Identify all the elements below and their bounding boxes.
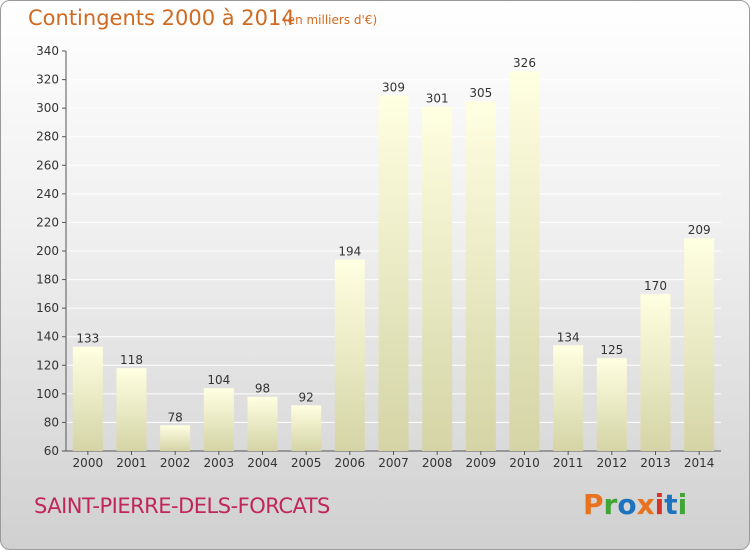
x-tick-label: 2014 [684,456,715,470]
value-label: 118 [120,353,143,367]
y-tick-label: 260 [36,158,59,172]
bar-2005[interactable] [291,405,322,451]
y-tick-label: 320 [36,73,59,87]
value-label: 309 [382,80,405,94]
value-label: 170 [644,279,667,293]
bar-2000[interactable] [72,346,103,451]
x-tick-label: 2006 [335,456,366,470]
chart-title: Contingents 2000 à 2014 [28,6,295,30]
bar-2006[interactable] [334,259,365,451]
value-label: 134 [557,330,580,344]
logo-letter: i [677,488,688,521]
logo-letter: t [664,488,678,521]
y-tick-label: 200 [36,244,59,258]
x-tick-label: 2007 [378,456,409,470]
bar-2003[interactable] [203,388,234,451]
bar-2012[interactable] [596,358,627,451]
y-tick-label: 80 [44,415,59,429]
bar-2008[interactable] [422,106,453,451]
bar-2010[interactable] [509,71,540,451]
value-labels: 133 118 78 104 98 92 194 309 301 305 326 134 125 170 2… [76,56,710,424]
bar-2011[interactable] [553,345,584,451]
x-tick-label: 2008 [422,456,453,470]
value-label: 98 [255,382,270,396]
x-tick-label: 2013 [640,456,671,470]
y-tick-label: 140 [36,330,59,344]
y-tick-label: 220 [36,215,59,229]
x-tick-label: 2003 [204,456,235,470]
x-tick-label: 2000 [73,456,104,470]
y-tick-label: 160 [36,301,59,315]
x-tick-label: 2009 [466,456,497,470]
y-tick-label: 100 [36,387,59,401]
x-tick-label: 2002 [160,456,191,470]
y-tick-label: 280 [36,130,59,144]
value-label: 92 [299,390,314,404]
bar-2013[interactable] [640,293,671,451]
x-tick-label: 2001 [116,456,147,470]
logo-letter: i [654,488,665,521]
logo-letter: x [636,488,655,521]
y-tick-label: 180 [36,273,59,287]
x-tick-label: 2012 [597,456,628,470]
y-tick-label: 240 [36,187,59,201]
bar-2004[interactable] [247,396,278,451]
x-tick-label: 2004 [247,456,278,470]
value-label: 125 [600,343,623,357]
bar-2009[interactable] [465,101,496,451]
x-tick-label: 2011 [553,456,584,470]
logo-letter: o [617,488,637,521]
y-tick-label: 60 [44,444,59,458]
value-label: 133 [76,332,99,346]
value-label: 78 [168,410,183,424]
value-label: 209 [688,223,711,237]
proxiti-logo[interactable]: Proxiti [583,488,687,521]
value-label: 305 [469,86,492,100]
x-tick-label: 2005 [291,456,322,470]
bar-2007[interactable] [378,95,409,452]
chart-unit: (en milliers d'€) [283,13,378,27]
logo-letter: r [603,488,618,521]
value-label: 301 [426,92,449,106]
value-label: 104 [207,373,230,387]
y-tick-label: 300 [36,101,59,115]
bar-2001[interactable] [116,368,147,451]
x-tick-label: 2010 [509,456,540,470]
bar-2014[interactable] [684,238,715,451]
bar-2002[interactable] [160,425,191,451]
bars [72,71,715,452]
y-tick-label: 340 [36,44,59,58]
logo-letter: P [583,488,604,521]
y-tick-label: 120 [36,358,59,372]
commune-name: SAINT-PIERRE-DELS-FORCATS [34,494,330,518]
value-label: 326 [513,56,536,70]
value-label: 194 [338,245,361,259]
